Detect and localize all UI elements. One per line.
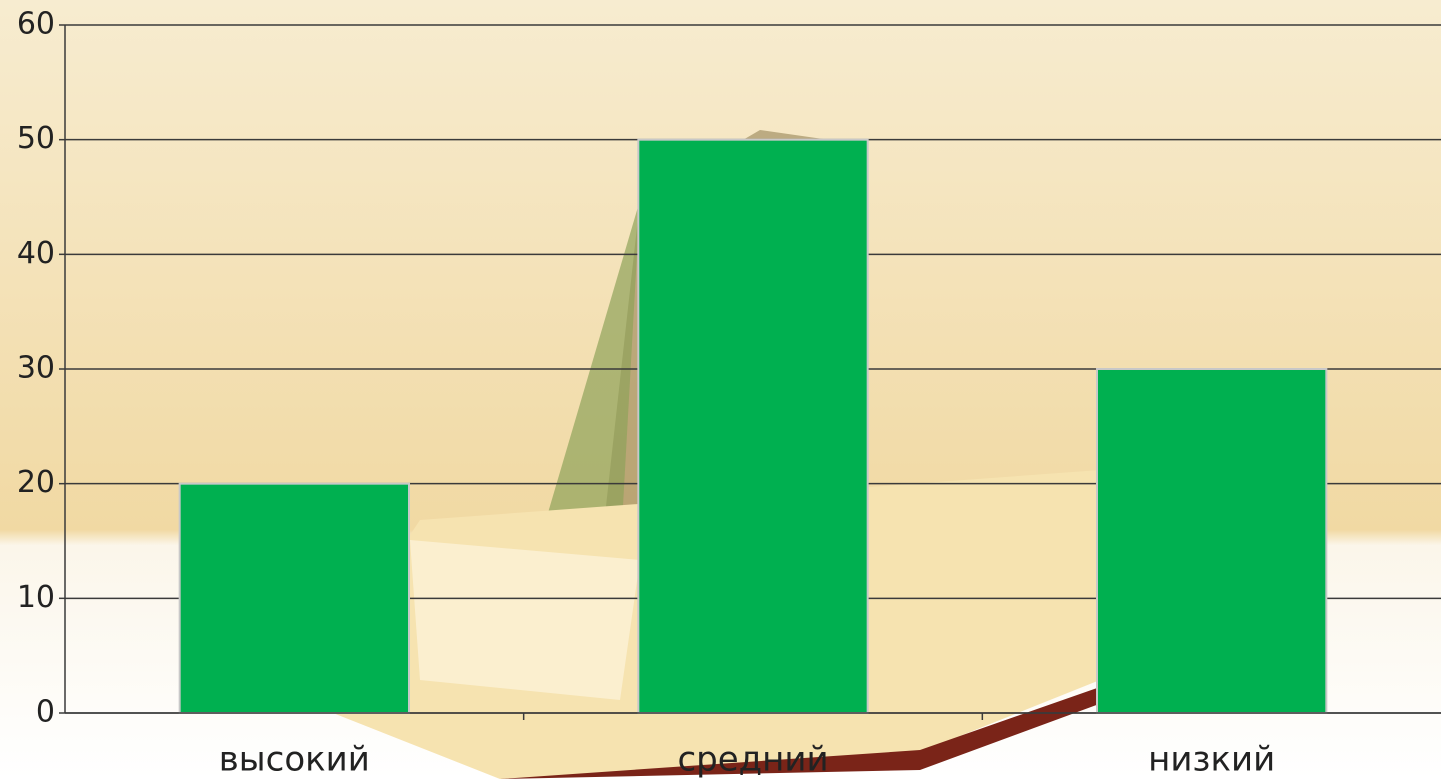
y-tick-label: 20	[17, 465, 55, 500]
y-tick-label: 50	[17, 121, 55, 156]
y-tick-label: 10	[17, 580, 55, 615]
x-tick-label: высокий	[219, 740, 370, 779]
y-tick-label: 0	[36, 695, 55, 730]
y-tick-label: 60	[17, 7, 55, 42]
y-tick-label: 30	[17, 351, 55, 386]
bar	[638, 140, 867, 713]
x-tick-label: средний	[677, 740, 828, 779]
x-tick-label: низкий	[1148, 740, 1275, 779]
chart: 0 10 20 30 40 50 60 высокий средний низкий	[0, 0, 1441, 779]
bar	[1097, 369, 1326, 713]
y-tick-label: 40	[17, 236, 55, 271]
bar	[180, 484, 409, 713]
